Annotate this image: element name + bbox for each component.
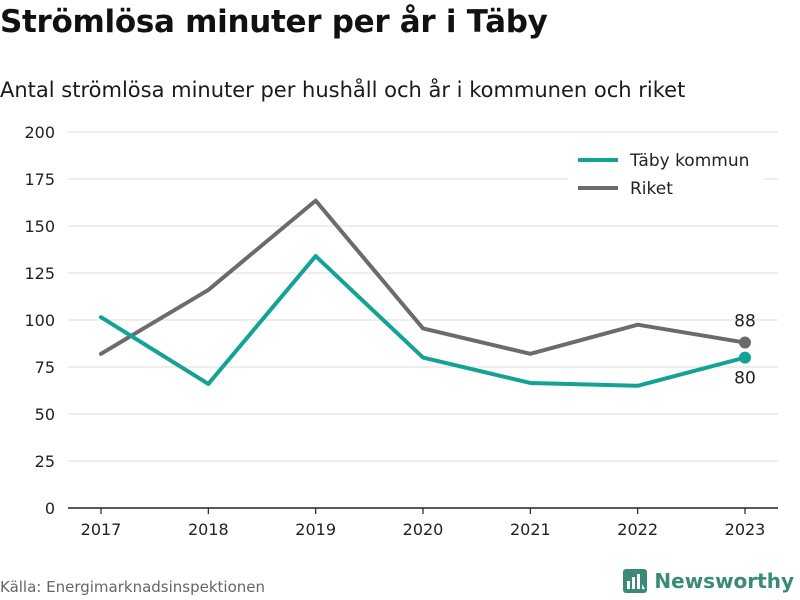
brand-logo[interactable]: Newsworthy bbox=[622, 568, 794, 594]
y-tick-label: 75 bbox=[35, 358, 55, 377]
chart-title: Strömlösa minuter per år i Täby bbox=[0, 4, 548, 40]
newsworthy-logo-icon bbox=[623, 569, 648, 593]
end-value-label: 80 bbox=[734, 369, 756, 389]
end-value-label: 88 bbox=[734, 312, 756, 332]
x-tick-label: 2019 bbox=[295, 520, 336, 539]
x-tick-label: 2018 bbox=[188, 520, 229, 539]
y-tick-label: 200 bbox=[24, 123, 55, 142]
legend: Täby kommun Riket bbox=[568, 144, 764, 204]
y-tick-label: 25 bbox=[35, 452, 55, 471]
legend-label: Täby kommun bbox=[629, 151, 749, 171]
legend-background bbox=[568, 144, 764, 204]
data-labels: 80 88 bbox=[734, 312, 756, 389]
x-tick-label: 2017 bbox=[81, 520, 122, 539]
source-note: Källa: Energimarknadsinspektionen bbox=[0, 578, 266, 596]
series-line bbox=[99, 254, 747, 388]
y-tick-label: 150 bbox=[24, 217, 55, 236]
y-tick-label: 100 bbox=[24, 311, 55, 330]
series-line bbox=[99, 198, 747, 356]
legend-label: Riket bbox=[630, 179, 673, 199]
x-axis: 2017 2018 2019 2020 2021 2022 2023 bbox=[68, 507, 778, 539]
y-tick-label: 175 bbox=[24, 170, 55, 189]
x-tick-label: 2022 bbox=[617, 520, 658, 539]
y-tick-label: 50 bbox=[35, 405, 55, 424]
brand-name: Newsworthy bbox=[654, 569, 794, 593]
grid-lines: 0 25 50 75 100 125 150 175 200 bbox=[24, 123, 778, 518]
y-tick-label: 125 bbox=[24, 264, 55, 283]
series-lines bbox=[99, 198, 751, 388]
x-tick-label: 2023 bbox=[725, 520, 766, 539]
x-tick-label: 2020 bbox=[403, 520, 444, 539]
end-point-marker bbox=[739, 351, 751, 364]
end-point-marker bbox=[739, 336, 751, 349]
y-tick-label: 0 bbox=[45, 499, 55, 518]
chart-subtitle: Antal strömlösa minuter per hushåll och … bbox=[0, 78, 686, 102]
x-tick-label: 2021 bbox=[510, 520, 551, 539]
